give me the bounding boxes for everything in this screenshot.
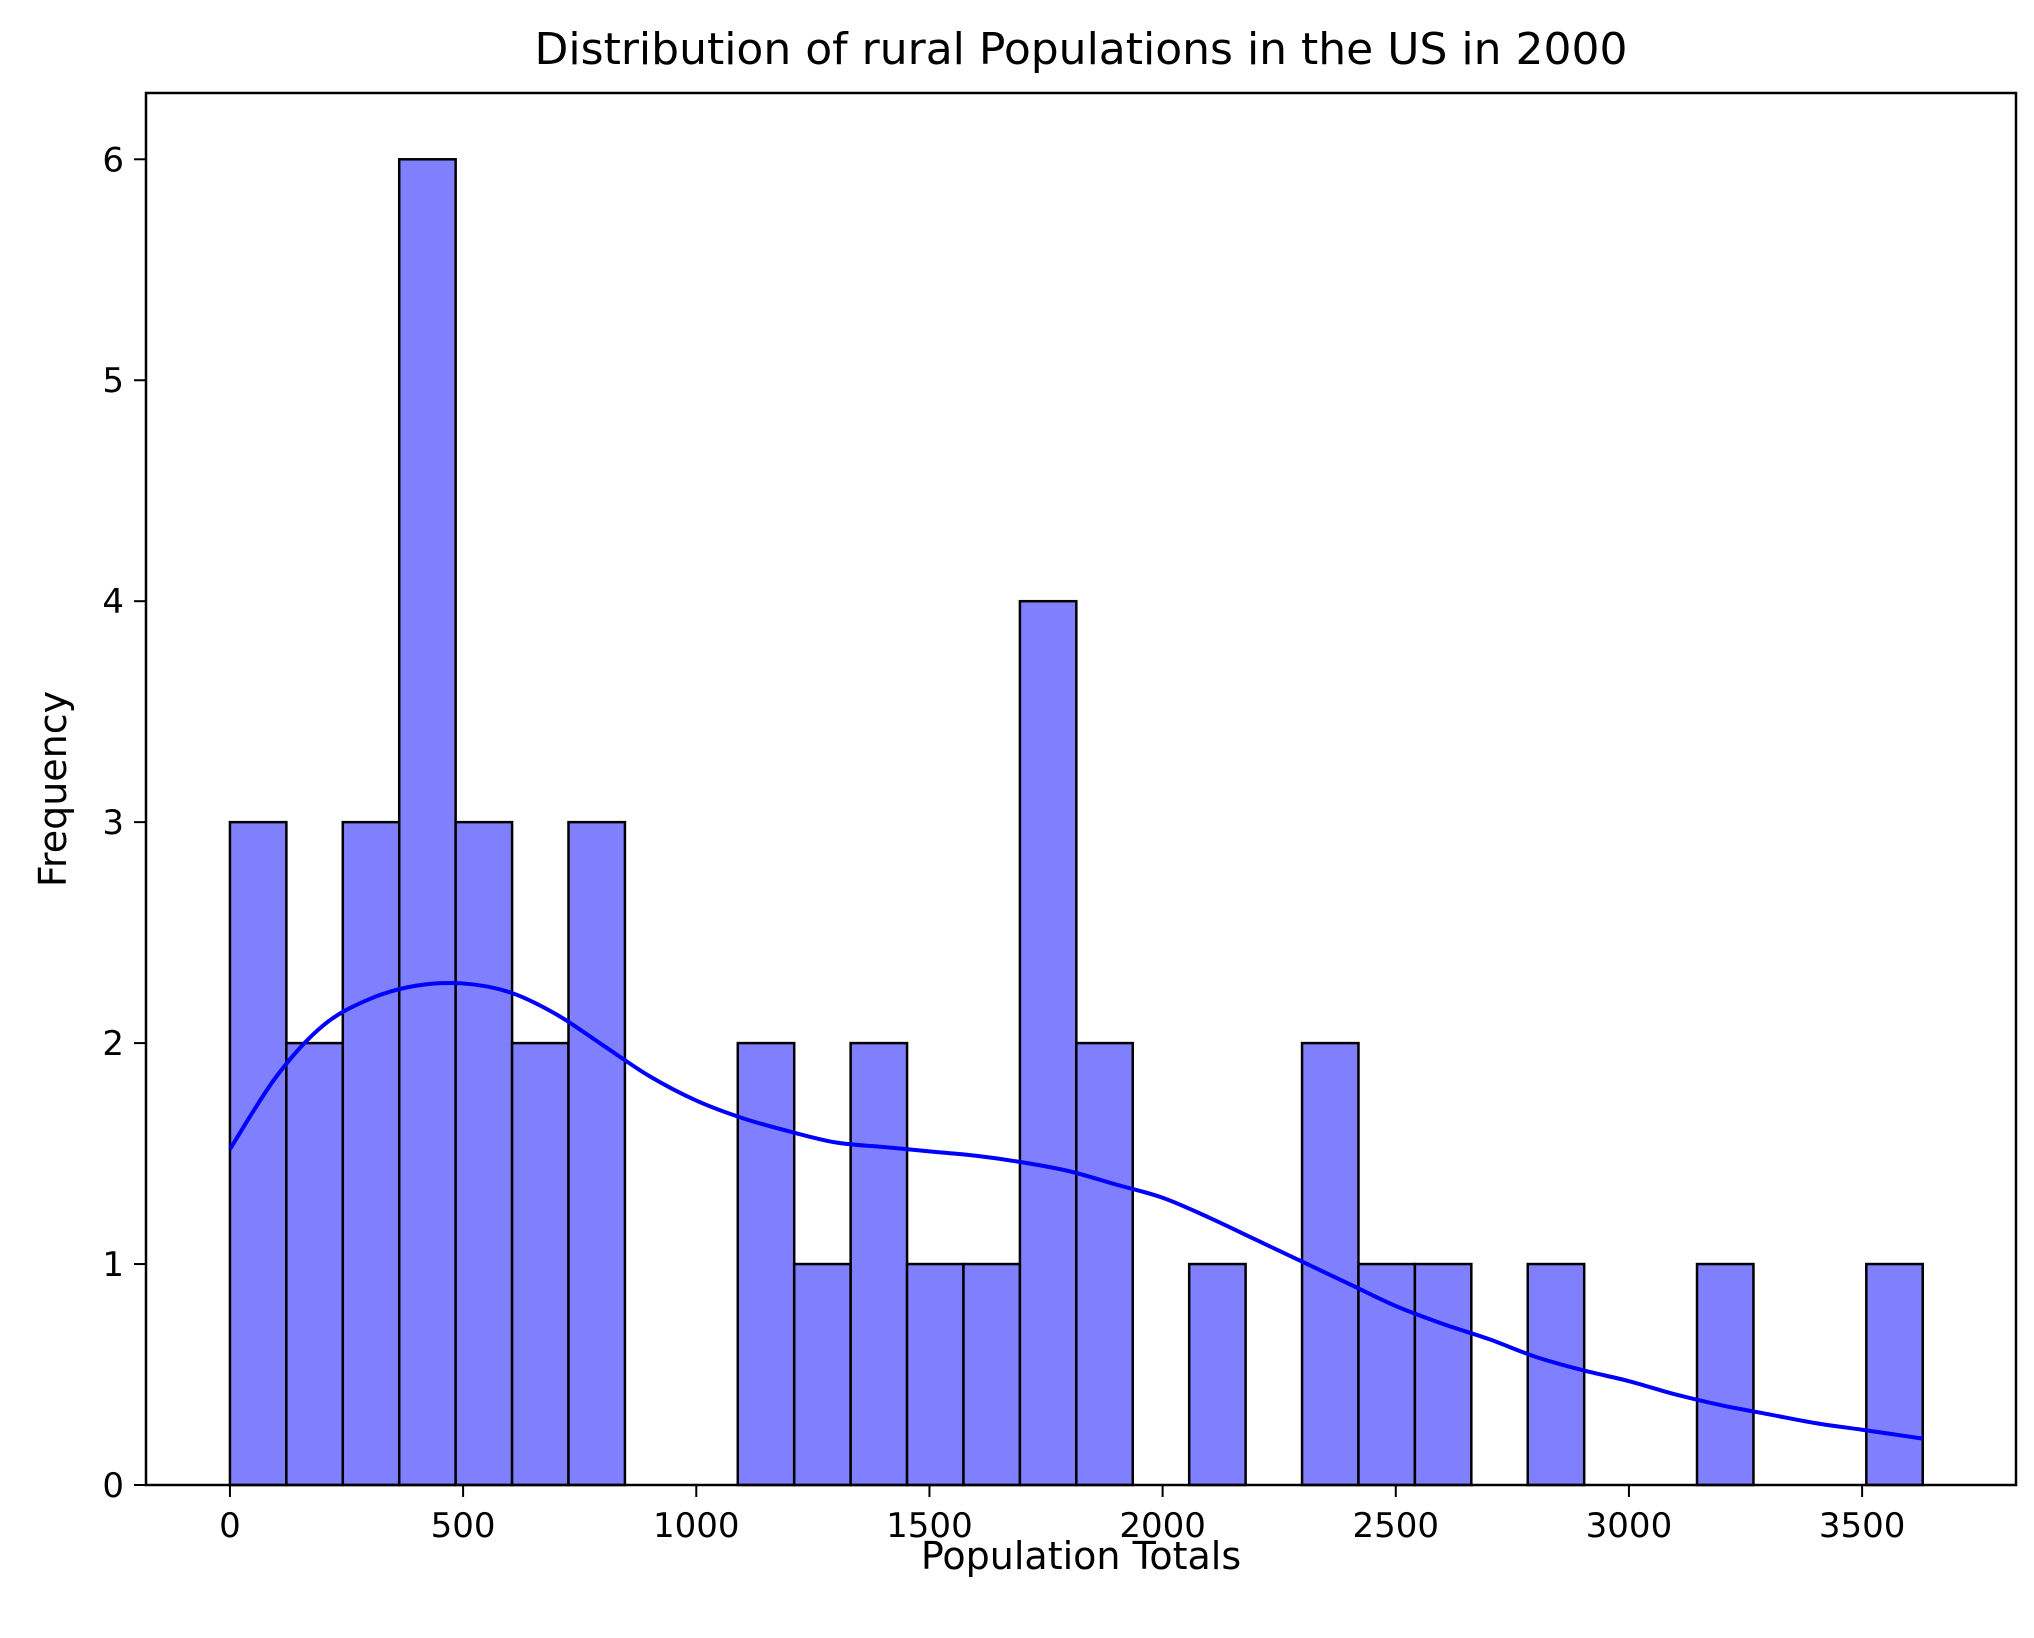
x-tick-label: 0	[219, 1506, 241, 1546]
histogram-bar	[962, 1262, 1022, 1487]
histogram-bar	[397, 158, 457, 1487]
histogram-bar	[792, 1262, 852, 1487]
x-tick-label: 1500	[886, 1506, 973, 1546]
histogram-bar	[849, 1041, 909, 1487]
histogram-bar	[285, 1041, 345, 1487]
histogram-bar	[1187, 1262, 1247, 1487]
y-axis-label: Frequency	[31, 691, 75, 887]
bars-layer	[228, 158, 1924, 1487]
y-tick-label: 2	[102, 1024, 124, 1064]
histogram-bar	[736, 1041, 796, 1487]
y-tick-label: 5	[102, 361, 124, 401]
histogram-bar	[1075, 1041, 1135, 1487]
histogram-bar	[905, 1262, 965, 1487]
histogram-bar	[510, 1041, 570, 1487]
histogram-bar	[228, 820, 288, 1487]
x-tick-label: 3000	[1586, 1506, 1673, 1546]
histogram-bar	[1357, 1262, 1417, 1487]
histogram-bar	[1413, 1262, 1473, 1487]
histogram-bar	[1018, 599, 1078, 1487]
histogram-bar	[454, 820, 514, 1487]
y-tick-label: 4	[102, 582, 124, 622]
axes-layer: 0 500 1000 1500 2000 2500 3000 3500 0 1 2 3 4 5 6	[102, 140, 1905, 1546]
y-tick-label: 1	[102, 1245, 124, 1285]
x-tick-label: 500	[431, 1506, 496, 1546]
x-tick-label: 2500	[1353, 1506, 1440, 1546]
histogram-bar	[1865, 1262, 1924, 1487]
histogram-bar	[567, 820, 627, 1487]
plot-frame	[144, 91, 2018, 1487]
y-tick-label: 3	[102, 803, 124, 843]
histogram-bar	[1526, 1262, 1586, 1487]
histogram-bar	[1695, 1262, 1755, 1487]
chart-title: Distribution of rural Populations in the…	[535, 24, 1628, 75]
y-tick-label: 0	[102, 1466, 124, 1506]
x-tick-label: 1000	[653, 1506, 740, 1546]
kde-layer	[228, 980, 1924, 1441]
x-axis-label: Population Totals	[921, 1534, 1241, 1578]
y-tick-label: 6	[102, 140, 124, 180]
x-tick-label: 2000	[1119, 1506, 1206, 1546]
kde-curve	[228, 980, 1924, 1441]
histogram-bar	[341, 820, 401, 1487]
x-tick-label: 3500	[1819, 1506, 1906, 1546]
